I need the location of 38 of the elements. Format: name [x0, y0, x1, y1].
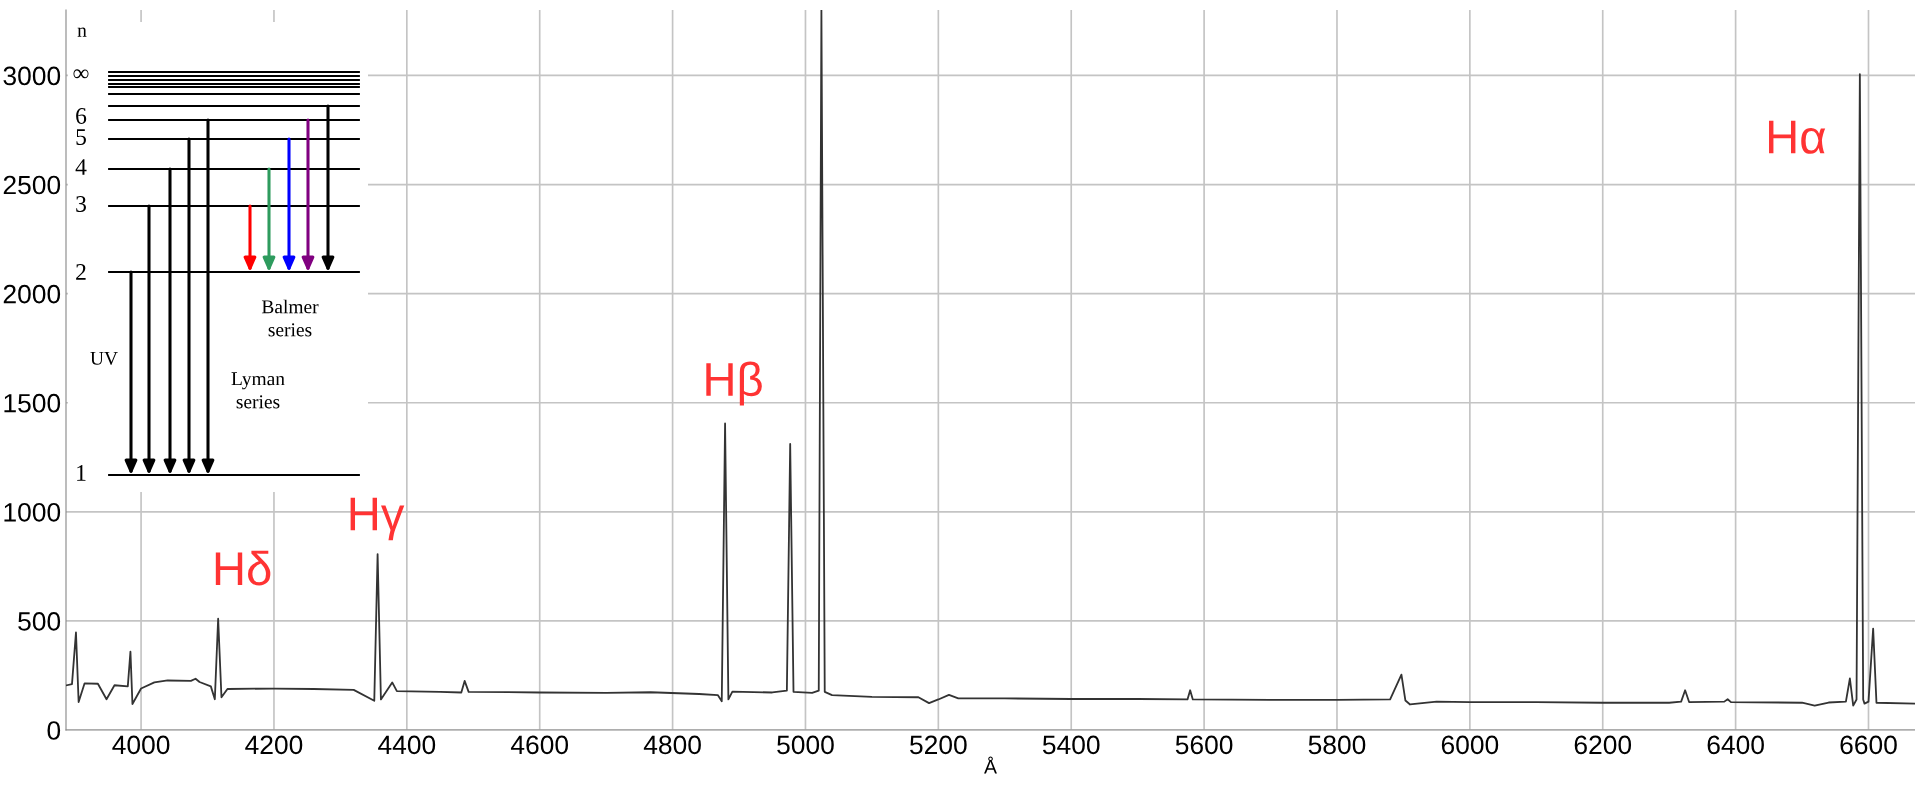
y-tick-label: 1500 [4, 393, 61, 413]
annotation: UV [90, 351, 118, 365]
x-tick-label: 6000 [1441, 735, 1499, 755]
x-tick-label: 4000 [112, 735, 170, 755]
x-tick-label: 6200 [1574, 735, 1632, 755]
x-tick-label: 5000 [777, 735, 834, 755]
annotation: Hβ [706, 361, 762, 406]
annotation: Hδ [215, 550, 271, 586]
annotation: Hγ [350, 497, 405, 541]
x-tick-label: 5800 [1308, 735, 1366, 755]
annotation: 4 [75, 159, 87, 175]
x-tick-label: 4400 [378, 735, 436, 755]
x-tick-label: 4800 [643, 735, 701, 755]
annotation: 1 [77, 465, 86, 481]
y-tick-label: 3000 [3, 66, 61, 86]
y-tick-label: 2000 [3, 284, 61, 304]
x-tick-label: 5200 [910, 735, 967, 755]
x-tick-label: 5600 [1175, 735, 1233, 755]
line-series [66, 10, 1915, 707]
annotation: ∞ [73, 69, 89, 79]
y-tick-label: 0 [47, 721, 61, 740]
annotation: Hα [1769, 120, 1826, 154]
y-tick-label: 2500 [3, 175, 61, 195]
annotation: 5 [76, 129, 86, 145]
x-tick-label: 5400 [1042, 735, 1100, 755]
annotation: n [77, 27, 87, 37]
y-tick-label: 1000 [4, 502, 61, 522]
x-tick-label: 4600 [510, 735, 569, 755]
annotation: 2 [76, 264, 86, 280]
annotation: 6 [76, 108, 87, 124]
x-tick-label: 6600 [1840, 735, 1897, 755]
y-tick-label: 500 [18, 612, 61, 631]
x-axis-title: Å [984, 756, 997, 774]
x-tick-label: 4200 [245, 735, 303, 755]
annotation: Balmer series [261, 299, 319, 337]
annotation: Lyman series [231, 372, 285, 409]
x-tick-label: 6400 [1707, 735, 1764, 755]
annotation: 3 [76, 196, 86, 212]
